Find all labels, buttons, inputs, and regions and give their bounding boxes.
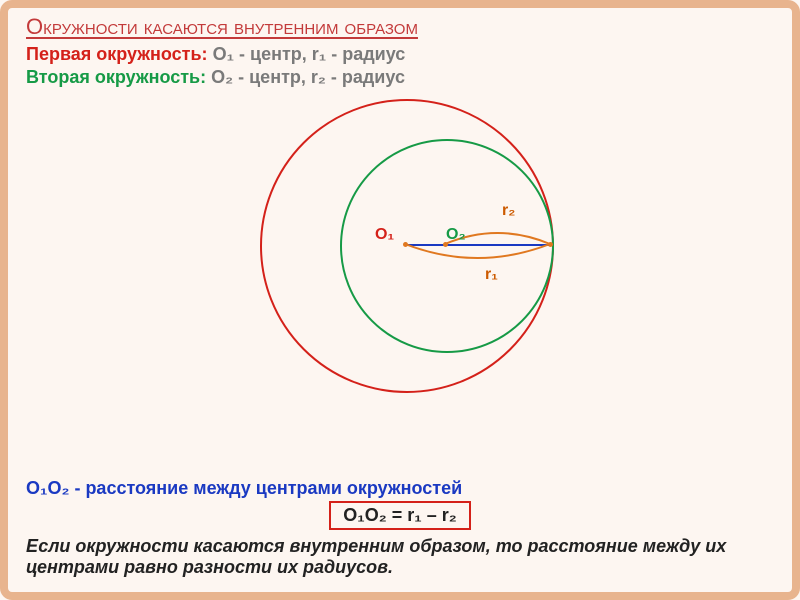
distance-text: О₁О₂ - расстояние между центрами окружно… (26, 478, 774, 499)
circle2-description: Вторая окружность: О₂ - центр, r₂ - ради… (26, 67, 774, 88)
circle1-intro: Первая окружность: (26, 44, 213, 64)
formula: О₁О₂ = r₁ – r₂ (329, 501, 470, 530)
theorem-note: Если окружности касаются внутренним обра… (26, 536, 774, 578)
label-o1: О₁ (375, 226, 394, 244)
arc-r1 (405, 244, 550, 258)
circle1-description: Первая окружность: О₁ - центр, r₁ - ради… (26, 44, 774, 65)
label-o2: О₂ (446, 226, 466, 244)
circle2-intro: Вторая окружность: (26, 67, 211, 87)
circle1-body: О₁ - центр, r₁ - радиус (213, 44, 406, 64)
formula-wrap: О₁О₂ = r₁ – r₂ (26, 501, 774, 530)
label-r2: r₂ (502, 202, 515, 220)
geometry-diagram: О₁ О₂ r₁ r₂ (150, 94, 650, 394)
circle2-body: О₂ - центр, r₂ - радиус (211, 67, 405, 87)
slide-title: Окружности касаются внутренним образом (26, 14, 774, 40)
label-r1: r₁ (485, 266, 498, 284)
bottom-block: О₁О₂ - расстояние между центрами окружно… (26, 476, 774, 578)
